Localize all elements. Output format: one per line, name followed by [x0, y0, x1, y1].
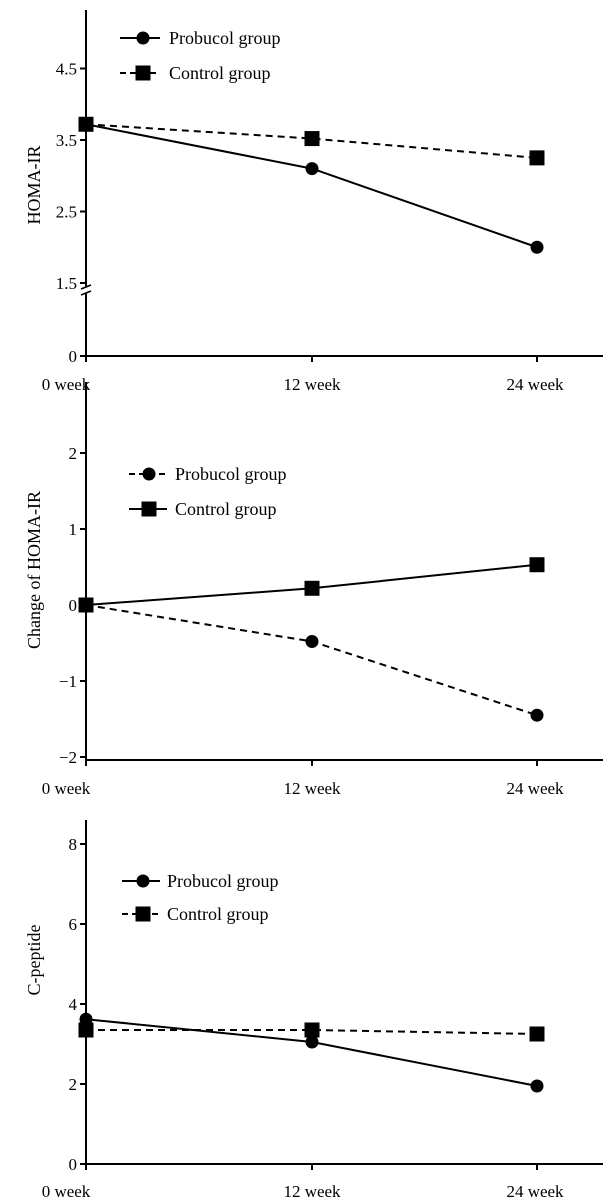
legend-entry: Control group — [129, 499, 277, 519]
legend-marker — [136, 31, 150, 45]
legend-marker — [135, 65, 151, 81]
series-control-group — [78, 1022, 545, 1042]
x-tick-label: 0 week — [42, 1182, 91, 1201]
series-line — [85, 123, 538, 159]
axis-break-mark — [80, 284, 92, 290]
legend-label: Probucol group — [169, 28, 281, 48]
y-tick-label: 0 — [69, 596, 78, 615]
data-point — [304, 580, 320, 596]
data-point — [78, 116, 94, 132]
x-tick-label: 24 week — [506, 779, 564, 798]
data-point — [305, 162, 319, 176]
y-tick-label: −1 — [59, 672, 77, 691]
data-point — [304, 131, 320, 147]
data-point — [78, 597, 94, 613]
data-point — [530, 1079, 544, 1093]
y-tick-label: 8 — [69, 835, 78, 854]
x-tick-label: 24 week — [506, 375, 564, 394]
y-axis-label: C-peptide — [24, 925, 44, 996]
chart-panel-3: 0 2 4 6 8 0 week 12 week 24 week C-peptide Probuc… — [24, 820, 603, 1201]
y-tick-label: 2 — [69, 444, 78, 463]
legend-entry: Control group — [122, 904, 269, 924]
chart-panel-1: 0 1.5 2.5 3.5 4.5 0 week 12 week 24 week HOMA-IR… — [24, 10, 603, 394]
x-tick-label: 24 week — [506, 1182, 564, 1201]
data-point — [305, 634, 319, 648]
legend-entry: Control group — [120, 63, 271, 83]
axis-break-mark — [80, 290, 92, 296]
data-point — [529, 557, 545, 573]
legend-label: Control group — [167, 904, 269, 924]
legend-marker — [142, 467, 156, 481]
legend-label: Probucol group — [175, 464, 287, 484]
data-point — [530, 708, 544, 722]
y-axis-label: Change of HOMA-IR — [24, 491, 44, 649]
y-tick-label: 0 — [69, 1155, 78, 1174]
data-point — [529, 1026, 545, 1042]
data-point — [79, 1012, 93, 1026]
y-tick-label: 2 — [69, 1075, 78, 1094]
x-tick-label: 12 week — [283, 1182, 341, 1201]
series-control-group — [78, 116, 545, 166]
x-tick-label: 0 week — [42, 779, 91, 798]
data-point — [78, 1022, 94, 1038]
y-tick-label: 1.5 — [56, 274, 77, 293]
y-tick-label: 6 — [69, 915, 78, 934]
series-probucol-group — [79, 1012, 544, 1093]
chart-panel-2: −2 −1 0 1 2 0 week 12 week 24 week Change of HOM… — [24, 382, 603, 798]
data-point — [529, 150, 545, 166]
y-tick-label: 2.5 — [56, 203, 77, 222]
legend-label: Control group — [169, 63, 271, 83]
series-line — [86, 1029, 538, 1035]
data-point — [304, 1022, 320, 1038]
legend-marker — [141, 501, 157, 517]
x-tick-label: 0 week — [42, 375, 91, 394]
y-tick-label: 0 — [69, 347, 78, 366]
legend-label: Control group — [175, 499, 277, 519]
y-tick-label: 4 — [69, 995, 78, 1014]
legend-entry: Probucol group — [120, 28, 281, 48]
x-tick-label: 12 week — [283, 779, 341, 798]
legend-entry: Probucol group — [129, 464, 287, 484]
series-line — [85, 604, 538, 717]
x-tick-label: 12 week — [283, 375, 341, 394]
y-tick-label: −2 — [59, 748, 77, 767]
series-probucol-group — [79, 598, 544, 722]
data-point — [530, 240, 544, 254]
y-tick-label: 1 — [69, 520, 78, 539]
legend-marker — [135, 906, 151, 922]
data-point — [305, 1035, 319, 1049]
legend-label: Probucol group — [167, 871, 279, 891]
y-axis-label: HOMA-IR — [24, 146, 44, 225]
legend-entry: Probucol group — [122, 871, 279, 891]
legend-marker — [136, 874, 150, 888]
series-control-group — [78, 557, 545, 613]
y-tick-label: 4.5 — [56, 60, 77, 79]
y-tick-label: 3.5 — [56, 131, 77, 150]
